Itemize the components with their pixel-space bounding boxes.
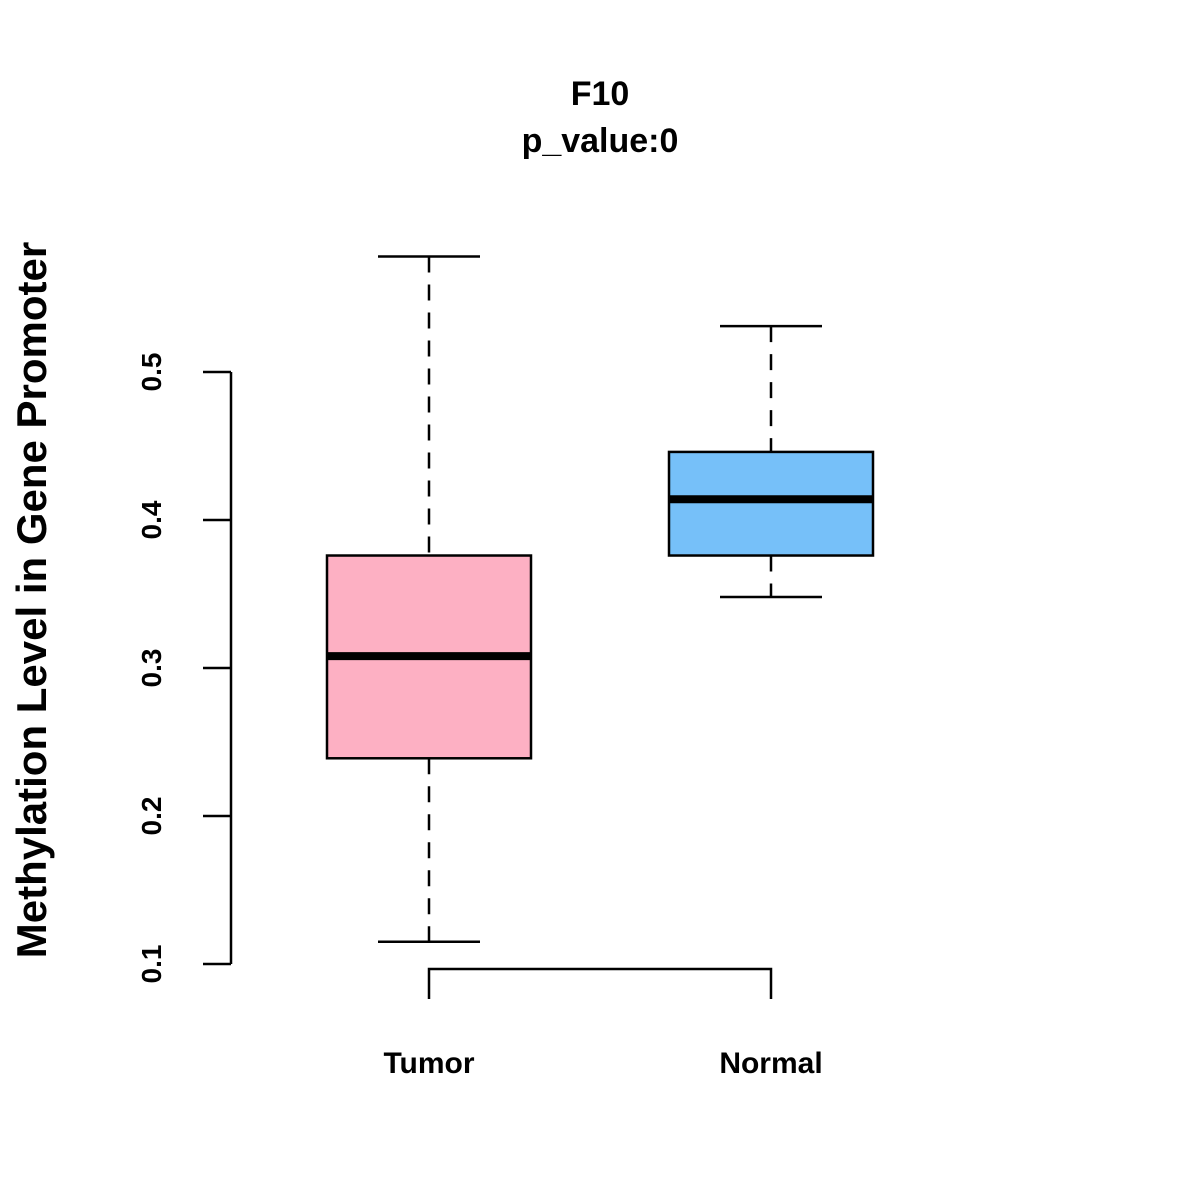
y-tick-label: 0.5 [136, 353, 167, 392]
y-tick-label: 0.1 [136, 945, 167, 984]
category-labels: Tumor Normal [383, 1047, 822, 1080]
y-axis-label: Methylation Level in Gene Promoter [8, 242, 55, 958]
y-tick-label: 0.2 [136, 797, 167, 836]
chart-subtitle: p_value:0 [522, 122, 679, 160]
bracket-line [427, 967, 773, 999]
boxes [325, 255, 875, 944]
significance-bracket [427, 967, 773, 999]
y-axis: 0.1 0.2 0.3 0.4 0.5 [136, 353, 233, 984]
iqr-box [667, 450, 875, 557]
category-label-normal: Normal [719, 1047, 822, 1080]
chart-title: F10 [571, 75, 630, 113]
box-normal [667, 324, 875, 599]
y-tick-label: 0.4 [136, 500, 167, 539]
y-tick-label: 0.3 [136, 649, 167, 688]
category-label-tumor: Tumor [383, 1047, 474, 1080]
box-tumor [325, 255, 533, 944]
